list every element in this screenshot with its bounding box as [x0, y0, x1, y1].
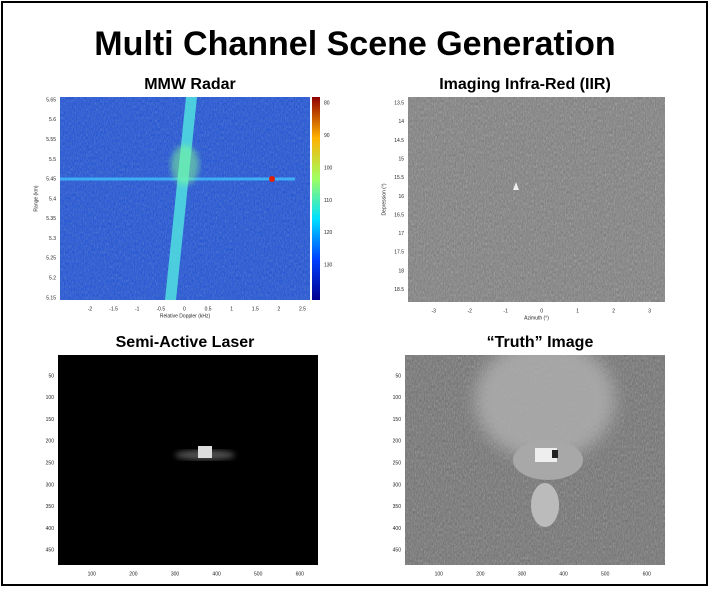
y-tick-label: 18.5: [394, 287, 404, 293]
y-tick-label: 300: [393, 482, 402, 488]
y-tick-label: 15.5: [394, 175, 404, 181]
truth-image: [405, 340, 665, 565]
x-tick-label: -1.5: [109, 306, 118, 312]
x-tick-label: 1: [230, 306, 233, 312]
y-tick-label: 5.35: [46, 216, 56, 222]
x-tick-label: 1: [576, 308, 579, 314]
y-tick-label: 13.5: [394, 100, 404, 106]
x-tick-label: 300: [518, 571, 527, 577]
y-tick-label: 400: [46, 526, 55, 532]
x-tick-label: 0.5: [205, 306, 212, 312]
y-tick-label: 5.5: [49, 157, 56, 163]
x-tick-label: -3: [431, 308, 436, 314]
x-tick-label: 600: [643, 571, 652, 577]
y-tick-label: 14: [398, 119, 404, 125]
x-tick-label: -2: [467, 308, 472, 314]
y-tick-label: 17.5: [394, 250, 404, 256]
y-tick-label: 5.2: [49, 276, 56, 282]
panel-title: “Truth” Image: [487, 334, 594, 351]
y-axis-label: Range (km): [33, 185, 39, 211]
y-tick-label: 16.5: [394, 212, 404, 218]
colorbar-tick-label: 130: [324, 263, 333, 269]
y-tick-label: 5.45: [46, 177, 56, 183]
y-tick-label: 200: [46, 439, 55, 445]
y-tick-label: 50: [48, 373, 54, 379]
y-tick-label: 200: [393, 439, 402, 445]
colorbar-tick-label: 80: [324, 100, 330, 106]
x-tick-label: 600: [296, 571, 305, 577]
slide: Multi Channel Scene Generation MMW Radar…: [0, 0, 710, 588]
y-tick-label: 450: [46, 548, 55, 554]
y-tick-label: 5.15: [46, 295, 56, 301]
y-tick-label: 17: [398, 231, 404, 237]
x-tick-label: 2: [612, 308, 615, 314]
y-axis-label: Depression (°): [381, 183, 387, 215]
y-tick-label: 5.3: [49, 236, 56, 242]
y-tick-label: 250: [46, 460, 55, 466]
x-tick-label: 400: [212, 571, 221, 577]
y-tick-label: 250: [393, 460, 402, 466]
y-tick-label: 50: [395, 373, 401, 379]
x-tick-label: 400: [559, 571, 568, 577]
y-tick-label: 14.5: [394, 138, 404, 144]
colorbar-tick-label: 120: [324, 230, 333, 236]
x-tick-label: 0: [183, 306, 186, 312]
x-tick-label: -2: [88, 306, 93, 312]
y-tick-label: 350: [46, 504, 55, 510]
colorbar-tick-label: 100: [324, 165, 333, 171]
x-tick-label: 2.5: [299, 306, 306, 312]
x-tick-label: 2: [277, 306, 280, 312]
x-tick-label: 1.5: [252, 306, 259, 312]
x-tick-label: 100: [435, 571, 444, 577]
y-tick-label: 5.25: [46, 256, 56, 262]
x-tick-label: 500: [601, 571, 610, 577]
y-tick-label: 150: [393, 417, 402, 423]
y-tick-label: 5.55: [46, 137, 56, 143]
colorbar-tick-label: 90: [324, 133, 330, 139]
y-tick-label: 100: [46, 395, 55, 401]
colorbar-tick-label: 110: [324, 198, 332, 204]
x-axis-label: Azimuth (°): [524, 315, 549, 321]
panel-title: MMW Radar: [144, 76, 236, 93]
y-tick-label: 450: [393, 548, 402, 554]
laser-image: [58, 355, 318, 565]
x-tick-label: 200: [476, 571, 485, 577]
x-tick-label: 0: [540, 308, 543, 314]
y-tick-label: 150: [46, 417, 55, 423]
slide-title: Multi Channel Scene Generation: [94, 25, 615, 63]
y-tick-label: 15: [398, 156, 404, 162]
iir-image: [408, 97, 665, 302]
page: Multi Channel Scene Generation MMW Radar…: [0, 0, 710, 588]
y-tick-label: 300: [46, 482, 55, 488]
radar-image: [60, 97, 320, 300]
y-tick-label: 350: [393, 504, 402, 510]
x-tick-label: -1: [503, 308, 508, 314]
panel-title: Semi-Active Laser: [116, 334, 255, 351]
y-tick-label: 16: [398, 194, 404, 200]
x-tick-label: 3: [648, 308, 651, 314]
y-tick-label: 100: [393, 395, 402, 401]
x-tick-label: 500: [254, 571, 263, 577]
x-tick-label: 300: [171, 571, 180, 577]
y-tick-label: 5.65: [46, 97, 56, 103]
x-tick-label: -0.5: [157, 306, 166, 312]
y-tick-label: 5.4: [49, 196, 56, 202]
x-tick-label: -1: [135, 306, 140, 312]
y-tick-label: 400: [393, 526, 402, 532]
y-tick-label: 18: [398, 268, 404, 274]
x-tick-label: 100: [88, 571, 97, 577]
x-axis-label: Relative Doppler (kHz): [160, 313, 211, 319]
y-tick-label: 5.6: [49, 117, 56, 123]
panel-title: Imaging Infra-Red (IIR): [439, 76, 611, 93]
x-tick-label: 200: [129, 571, 138, 577]
